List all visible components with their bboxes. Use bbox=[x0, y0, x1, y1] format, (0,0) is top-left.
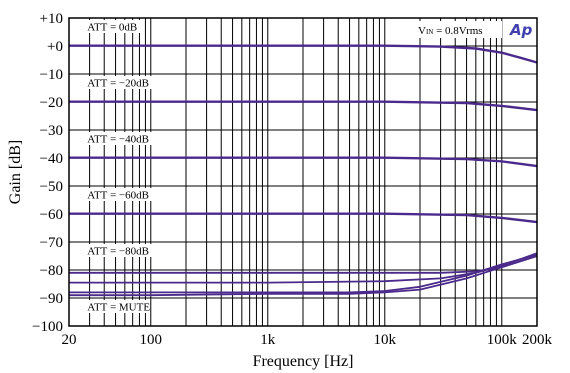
y-tick-label: −30 bbox=[40, 123, 63, 139]
att-label-bg bbox=[84, 244, 154, 257]
att-label-bg bbox=[84, 188, 154, 201]
ap-logo-text: Ap bbox=[509, 21, 533, 39]
att-label-4: ATT = −60dB bbox=[87, 190, 149, 202]
att-label-1: ATT = 0dB bbox=[87, 22, 137, 34]
series-line-11 bbox=[69, 253, 538, 294]
vin-label-sub: IN bbox=[426, 28, 433, 36]
vin-label-main: V bbox=[418, 25, 426, 37]
ap-logo: Ap bbox=[507, 21, 535, 39]
svg-text:VIN = 0.8Vrms: VIN = 0.8Vrms bbox=[418, 25, 483, 37]
grid-lines bbox=[69, 18, 537, 326]
series-line-4 bbox=[69, 100, 538, 111]
y-tick-labels: +10 +0 −10 −20 −30 −40 −50 −60 −70 −80 −90 −100 bbox=[32, 11, 63, 335]
y-axis-title: Gain [dB] bbox=[7, 140, 24, 204]
y-tick-label: +0 bbox=[47, 39, 63, 55]
series-line-2 bbox=[69, 44, 538, 64]
x-tick-label: 100 bbox=[140, 332, 163, 348]
vin-label: VIN = 0.8Vrms bbox=[414, 21, 502, 38]
y-tick-label: +10 bbox=[40, 11, 63, 27]
att-label-bg bbox=[84, 76, 154, 89]
y-tick-label: −60 bbox=[40, 207, 63, 223]
y-tick-label: −100 bbox=[32, 319, 63, 335]
x-tick-label: 10k bbox=[374, 332, 397, 348]
y-tick-label: −80 bbox=[40, 263, 63, 279]
series-line-6 bbox=[69, 156, 538, 167]
att-label-2: ATT = −20dB bbox=[87, 78, 149, 90]
plot-frame bbox=[68, 17, 538, 327]
series-line-10 bbox=[69, 252, 538, 284]
att-label-6: ATT = MUTE bbox=[87, 302, 150, 314]
series-line-8 bbox=[69, 212, 538, 223]
x-tick-label: 1k bbox=[260, 332, 276, 348]
y-tick-label: −40 bbox=[40, 151, 63, 167]
y-tick-label: −50 bbox=[40, 179, 63, 195]
x-tick-labels: 20 100 1k 10k 100k 200k bbox=[62, 332, 553, 348]
y-tick-label: −90 bbox=[40, 291, 63, 307]
att-label-bg bbox=[84, 132, 154, 145]
x-tick-label: 100k bbox=[487, 332, 518, 348]
x-tick-label: 20 bbox=[62, 332, 77, 348]
att-label-bg bbox=[84, 300, 149, 313]
vin-label-rest: = 0.8Vrms bbox=[433, 25, 482, 37]
att-label-5: ATT = −80dB bbox=[87, 246, 149, 258]
y-tick-label: −20 bbox=[40, 95, 63, 111]
y-tick-label: −70 bbox=[40, 235, 63, 251]
annotation-layer: ATT = 0dB ATT = −20dB ATT = −40dB ATT = −60… bbox=[84, 20, 154, 314]
series-layer bbox=[69, 44, 538, 297]
y-tick-label: −10 bbox=[40, 67, 63, 83]
att-label-bg bbox=[84, 20, 143, 33]
att-label-3: ATT = −40dB bbox=[87, 134, 149, 146]
x-tick-label: 200k bbox=[522, 332, 553, 348]
series-line-12 bbox=[69, 255, 538, 297]
x-axis-title: Frequency [Hz] bbox=[253, 353, 354, 370]
